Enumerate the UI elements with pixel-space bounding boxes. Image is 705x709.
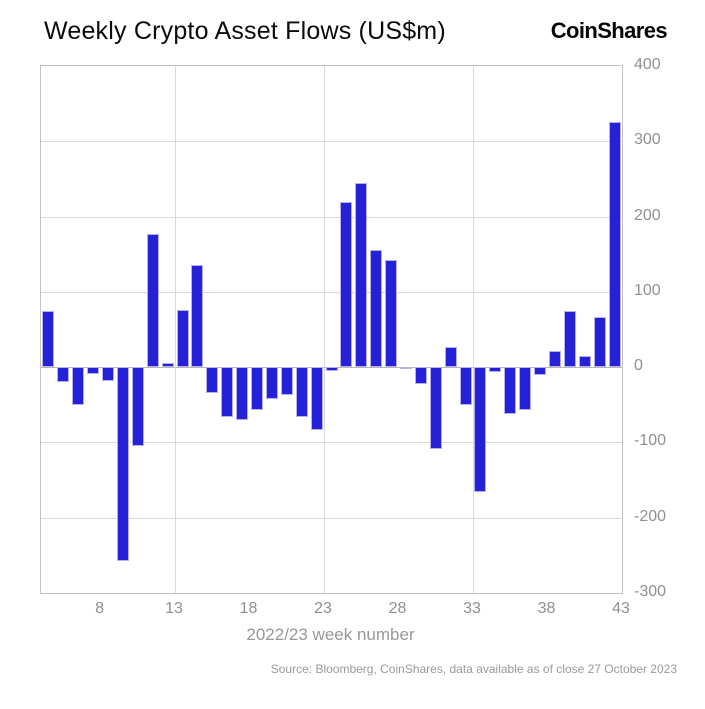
gridline-week-33 xyxy=(473,66,475,593)
y-tick-label-200: 200 xyxy=(634,206,661,224)
bar-week-35 xyxy=(489,367,502,373)
bar-week-16 xyxy=(206,367,219,394)
bar-week-20 xyxy=(265,367,278,399)
bar-week-12 xyxy=(146,233,159,368)
bar-week-33 xyxy=(459,367,472,405)
gridline-y-100 xyxy=(41,291,622,293)
y-tick-label--200: -200 xyxy=(634,507,667,525)
bar-week-23 xyxy=(310,367,323,431)
gridline-week-23 xyxy=(324,66,326,593)
bar-week-8 xyxy=(87,367,100,374)
y-tick-label-400: 400 xyxy=(634,56,661,73)
plot-area xyxy=(40,65,623,594)
bar-week-34 xyxy=(474,367,487,493)
bar-week-40 xyxy=(563,311,576,368)
x-tick-label-13: 13 xyxy=(165,600,183,617)
y-tick-label--100: -100 xyxy=(634,432,667,450)
x-axis-title: 2022/23 week number xyxy=(246,625,415,644)
bar-week-13 xyxy=(161,363,174,368)
bar-week-38 xyxy=(534,367,547,376)
y-tick-label-0: 0 xyxy=(634,357,643,375)
coinshares-logo: CoinShares xyxy=(550,18,668,43)
bar-week-26 xyxy=(355,182,368,368)
bar-week-17 xyxy=(221,367,234,417)
bar-week-41 xyxy=(578,355,591,368)
bar-week-27 xyxy=(370,250,383,368)
bar-week-37 xyxy=(519,367,532,411)
bar-week-10 xyxy=(116,367,129,561)
chart-title: Weekly Crypto Asset Flows (US$m) xyxy=(44,17,446,45)
bar-week-21 xyxy=(280,367,293,395)
bar-week-14 xyxy=(176,309,189,368)
bar-week-43 xyxy=(608,122,621,368)
bar-week-30 xyxy=(414,367,427,385)
bar-week-9 xyxy=(102,367,115,381)
bar-week-5 xyxy=(42,310,55,368)
bar-week-24 xyxy=(325,367,338,371)
bar-week-36 xyxy=(504,367,517,414)
gridline-y-200 xyxy=(41,216,622,218)
gridline-y-300 xyxy=(41,141,622,143)
y-tick-label--300: -300 xyxy=(634,583,667,600)
x-tick-label-8: 8 xyxy=(95,600,105,617)
x-tick-label-23: 23 xyxy=(314,600,332,617)
bar-week-19 xyxy=(251,367,263,411)
bar-week-29 xyxy=(399,367,412,370)
bar-week-28 xyxy=(385,260,398,368)
x-tick-label-38: 38 xyxy=(537,600,556,617)
bar-week-25 xyxy=(340,201,353,368)
x-tick-label-28: 28 xyxy=(388,600,407,617)
gridline-y--100 xyxy=(41,442,622,444)
x-tick-label-33: 33 xyxy=(463,600,481,617)
x-tick-label-18: 18 xyxy=(239,600,258,617)
gridline-y--200 xyxy=(41,517,622,519)
gridline-week-13 xyxy=(175,66,177,593)
bar-week-11 xyxy=(131,367,144,447)
x-tick-label-43: 43 xyxy=(612,600,630,617)
bar-week-39 xyxy=(548,350,561,368)
y-tick-label-100: 100 xyxy=(634,281,661,299)
bar-week-31 xyxy=(429,367,442,450)
bar-week-15 xyxy=(191,264,204,368)
bar-week-32 xyxy=(444,346,457,368)
bar-week-22 xyxy=(295,367,308,417)
bar-week-18 xyxy=(236,367,249,420)
source-note: Source: Bloomberg, CoinShares, data avai… xyxy=(270,662,677,676)
bar-week-6 xyxy=(57,367,70,383)
bar-week-42 xyxy=(593,317,606,368)
y-tick-label-300: 300 xyxy=(634,131,661,149)
bar-week-7 xyxy=(72,367,85,405)
